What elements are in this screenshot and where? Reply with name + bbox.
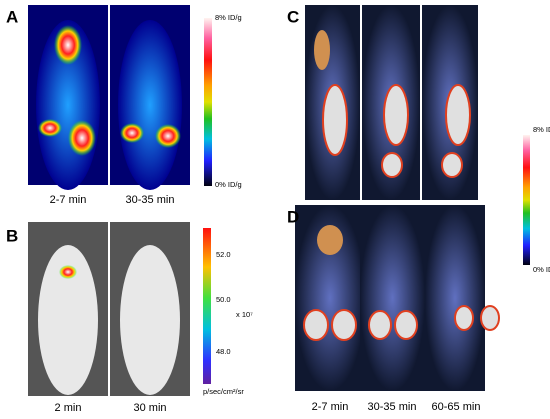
colorbar (523, 135, 530, 265)
colorbar-label: 0% ID/g (215, 180, 242, 189)
panel-label: C (287, 7, 299, 26)
caption: 2 min (55, 402, 82, 414)
panel-label: A (6, 7, 18, 26)
colorbar-tick: 48.0 (216, 347, 231, 356)
pet-ct-image (295, 205, 365, 391)
colorbar-tick: 50.0 (216, 295, 231, 304)
pet-image (110, 5, 190, 190)
colorbar-unit: p/sec/cm²/sr (203, 387, 244, 396)
colorbar-label: 0% ID/g (533, 265, 550, 274)
pet-ct-image (360, 205, 425, 391)
panel-label: D (287, 207, 299, 226)
colorbar (203, 228, 211, 384)
pet-ct-image (305, 5, 360, 200)
colorbar-tick: 52.0 (216, 250, 231, 259)
pet-ct-image (422, 5, 478, 200)
colorbar (204, 18, 212, 186)
caption: 2-7 min (50, 194, 87, 206)
colorbar-scale: x 10⁷ (236, 310, 253, 319)
caption: 30-35 min (126, 194, 175, 206)
panel-label: B (6, 226, 18, 245)
bioluminescence-image (28, 222, 108, 396)
caption: 30-35 min (368, 401, 417, 413)
colorbar-label: 8% ID/g (533, 125, 550, 134)
pet-image (28, 5, 108, 190)
caption: 30 min (133, 402, 166, 414)
caption: 2-7 min (312, 401, 349, 413)
bioluminescence-image (110, 222, 190, 396)
pet-ct-image (425, 205, 500, 391)
pet-ct-image (362, 5, 420, 200)
colorbar-label: 8% ID/g (215, 13, 242, 22)
caption: 60-65 min (432, 401, 481, 413)
